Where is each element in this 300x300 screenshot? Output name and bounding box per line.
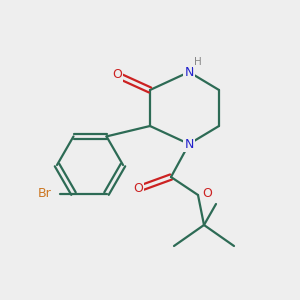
Text: N: N xyxy=(184,137,194,151)
Text: Br: Br xyxy=(38,187,52,200)
Text: O: O xyxy=(202,187,212,200)
Text: O: O xyxy=(133,182,143,196)
Text: N: N xyxy=(184,65,194,79)
Text: O: O xyxy=(112,68,122,82)
Text: H: H xyxy=(194,57,201,68)
